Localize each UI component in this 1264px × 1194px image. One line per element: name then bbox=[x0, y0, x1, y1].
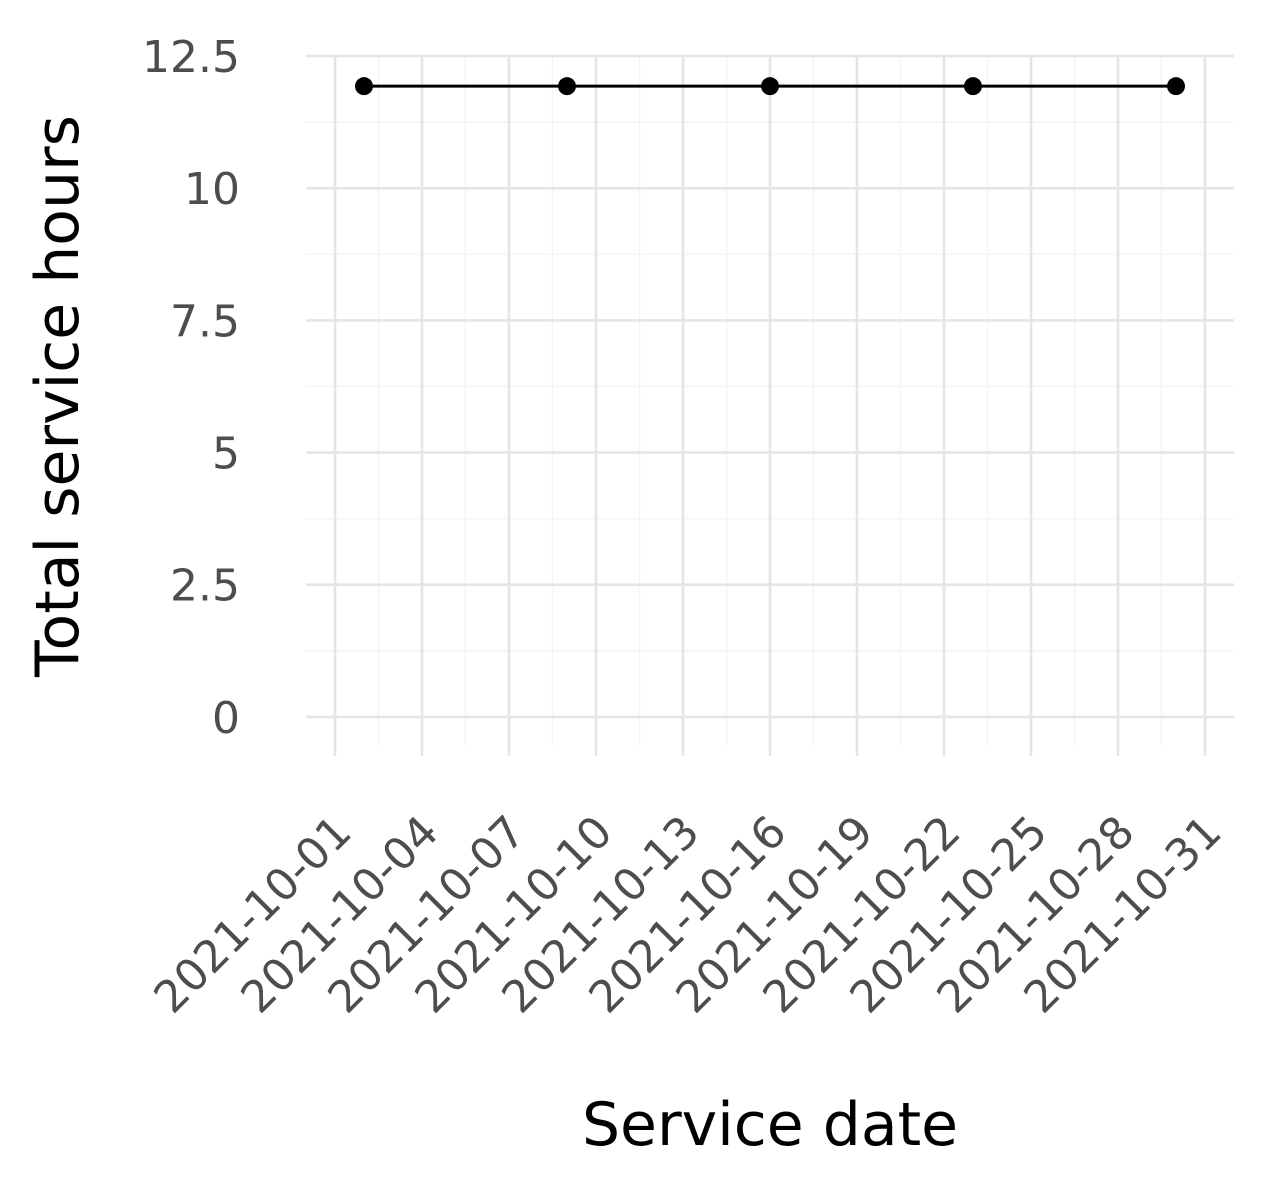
data-point bbox=[1167, 77, 1185, 96]
grid bbox=[306, 54, 1234, 746]
data-point bbox=[761, 77, 779, 96]
y-tick-label: 2.5 bbox=[170, 561, 240, 612]
y-tick-label: 10 bbox=[184, 164, 240, 215]
data-point bbox=[355, 77, 373, 96]
data-point bbox=[964, 77, 982, 96]
y-axis-ticks: 0 2.5 5 7.5 10 12.5 bbox=[142, 32, 240, 744]
data-point bbox=[558, 77, 576, 96]
y-tick-label: 5 bbox=[212, 429, 240, 480]
x-axis-title: Service date bbox=[582, 1090, 958, 1160]
y-tick-label: 7.5 bbox=[170, 296, 240, 347]
y-tick-label: 0 bbox=[212, 693, 240, 744]
y-axis-title: Total service hours bbox=[23, 115, 93, 678]
series-layer bbox=[355, 77, 1185, 96]
x-axis-ticks: 2021-10-012021-10-042021-10-072021-10-10… bbox=[145, 744, 1231, 1023]
y-tick-label: 12.5 bbox=[142, 32, 240, 83]
